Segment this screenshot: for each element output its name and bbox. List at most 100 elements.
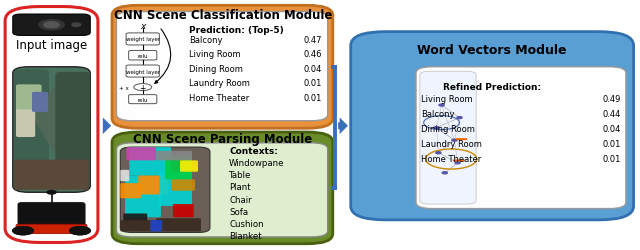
Text: 0.04: 0.04 — [602, 124, 621, 133]
FancyBboxPatch shape — [16, 100, 35, 138]
FancyBboxPatch shape — [13, 15, 90, 36]
Circle shape — [72, 24, 81, 27]
Text: 0.01: 0.01 — [602, 139, 621, 148]
Text: Plant: Plant — [229, 183, 251, 192]
Text: Refined Prediction:: Refined Prediction: — [443, 83, 541, 92]
Text: Prediction: (Top-5): Prediction: (Top-5) — [189, 26, 284, 35]
Text: Word Vectors Module: Word Vectors Module — [417, 44, 567, 57]
Text: + x: + x — [118, 85, 129, 90]
Text: Chair: Chair — [229, 195, 252, 204]
Circle shape — [13, 227, 33, 235]
FancyBboxPatch shape — [125, 176, 161, 218]
Text: x: x — [140, 22, 145, 31]
FancyBboxPatch shape — [159, 172, 192, 206]
Text: Laundry Room: Laundry Room — [189, 79, 250, 88]
Circle shape — [70, 227, 90, 235]
FancyBboxPatch shape — [171, 180, 195, 191]
Text: Living Room: Living Room — [189, 50, 241, 59]
Text: Table: Table — [229, 171, 252, 180]
FancyBboxPatch shape — [18, 202, 85, 226]
FancyBboxPatch shape — [165, 157, 192, 180]
Circle shape — [457, 117, 462, 119]
FancyBboxPatch shape — [129, 95, 157, 104]
Text: Home Theater: Home Theater — [421, 154, 481, 163]
FancyBboxPatch shape — [126, 66, 159, 78]
FancyBboxPatch shape — [180, 161, 198, 172]
Circle shape — [38, 20, 65, 31]
FancyBboxPatch shape — [150, 220, 162, 232]
Text: 0.47: 0.47 — [303, 36, 322, 44]
FancyBboxPatch shape — [156, 151, 192, 161]
FancyBboxPatch shape — [116, 143, 328, 237]
Text: weight layer: weight layer — [125, 37, 160, 42]
Circle shape — [70, 227, 90, 235]
Text: Balcony: Balcony — [189, 36, 222, 44]
Text: 0.01: 0.01 — [303, 94, 322, 102]
Text: Cushion: Cushion — [229, 219, 264, 228]
FancyBboxPatch shape — [126, 148, 156, 161]
Text: 0.01: 0.01 — [303, 79, 322, 88]
Circle shape — [439, 105, 444, 106]
Circle shape — [434, 127, 439, 129]
Text: Living Room: Living Room — [421, 94, 473, 103]
Circle shape — [13, 227, 33, 235]
Polygon shape — [32, 82, 60, 155]
FancyBboxPatch shape — [16, 224, 87, 234]
FancyBboxPatch shape — [14, 70, 49, 190]
Text: 0.49: 0.49 — [602, 94, 621, 103]
FancyBboxPatch shape — [120, 148, 210, 232]
FancyBboxPatch shape — [124, 214, 147, 221]
Text: CNN Scene Classification Module: CNN Scene Classification Module — [113, 8, 332, 22]
FancyBboxPatch shape — [120, 220, 156, 232]
FancyBboxPatch shape — [13, 68, 90, 192]
FancyArrowPatch shape — [155, 30, 171, 84]
FancyBboxPatch shape — [116, 12, 328, 121]
Text: Home Theater: Home Theater — [189, 94, 249, 102]
FancyBboxPatch shape — [351, 32, 634, 220]
Text: weight layer: weight layer — [125, 69, 160, 74]
Text: Balcony: Balcony — [421, 109, 454, 118]
Circle shape — [44, 22, 60, 28]
Text: relu: relu — [138, 97, 148, 102]
FancyBboxPatch shape — [129, 148, 171, 176]
FancyBboxPatch shape — [156, 218, 201, 232]
FancyBboxPatch shape — [173, 204, 194, 218]
FancyBboxPatch shape — [420, 72, 476, 204]
Circle shape — [452, 140, 457, 141]
FancyBboxPatch shape — [16, 85, 42, 110]
Text: Dining Room: Dining Room — [189, 64, 243, 74]
Text: 0.46: 0.46 — [303, 50, 322, 59]
FancyBboxPatch shape — [120, 170, 129, 181]
Text: relu: relu — [138, 54, 148, 59]
FancyBboxPatch shape — [126, 34, 159, 46]
Text: Contexts:: Contexts: — [229, 147, 278, 156]
Text: 0.01: 0.01 — [602, 154, 621, 163]
FancyBboxPatch shape — [453, 160, 465, 162]
FancyBboxPatch shape — [112, 132, 333, 244]
Text: 0.04: 0.04 — [303, 64, 322, 74]
FancyBboxPatch shape — [416, 68, 626, 209]
Circle shape — [442, 172, 447, 174]
Circle shape — [47, 191, 56, 194]
Circle shape — [455, 162, 460, 164]
Text: 0.44: 0.44 — [602, 109, 621, 118]
Text: +: + — [140, 83, 146, 92]
FancyBboxPatch shape — [14, 160, 89, 190]
FancyBboxPatch shape — [56, 72, 90, 188]
Text: Input image: Input image — [15, 39, 87, 52]
Text: CNN Scene Parsing Module: CNN Scene Parsing Module — [133, 133, 312, 146]
FancyBboxPatch shape — [129, 51, 157, 61]
FancyBboxPatch shape — [112, 6, 333, 129]
Text: Blanket: Blanket — [229, 231, 262, 240]
Text: Laundry Room: Laundry Room — [421, 139, 482, 148]
FancyBboxPatch shape — [138, 176, 168, 195]
FancyBboxPatch shape — [32, 92, 48, 112]
FancyArrowPatch shape — [103, 118, 111, 134]
Text: Sofa: Sofa — [229, 207, 248, 216]
Text: Windowpane: Windowpane — [229, 159, 285, 168]
FancyBboxPatch shape — [5, 8, 98, 242]
Circle shape — [134, 84, 152, 91]
FancyBboxPatch shape — [456, 138, 467, 140]
FancyArrowPatch shape — [338, 118, 348, 134]
Circle shape — [436, 152, 441, 154]
